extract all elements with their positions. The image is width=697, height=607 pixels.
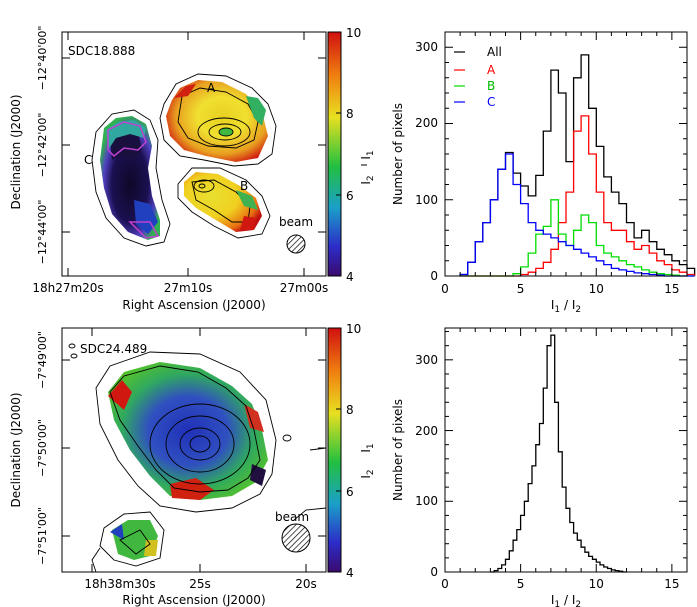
contour-a-outer xyxy=(159,73,277,167)
svg-text:I1: I1 xyxy=(359,443,376,452)
bottom-hist-ytick-100: 100 xyxy=(415,494,438,508)
bottom-map-ylabel: Declination (J2000) xyxy=(9,392,23,507)
svg-text:I2: I2 xyxy=(359,175,376,184)
bottom-hist-ytick-300: 300 xyxy=(415,353,438,367)
bottom-hist-xtick-15: 15 xyxy=(664,577,679,591)
top-map-ytick-3: −12°44'00" xyxy=(36,200,49,265)
top-map-frame xyxy=(61,31,327,277)
bottom-map-xtick-1: 18h38m30s xyxy=(84,577,155,591)
histogram-series-all xyxy=(490,334,627,573)
bottom-hist-xtick-10: 10 xyxy=(589,577,604,591)
top-histogram-series xyxy=(459,54,696,277)
bottom-map-xtick-2: 25s xyxy=(189,577,211,591)
bottom-hist-ylabel: Number of pixels xyxy=(391,399,405,501)
bottom-map-panel: SDC24.489 beam 18h38m30s 25s 20s Right A… xyxy=(9,327,327,607)
bottom-hist-ytick-200: 200 xyxy=(415,424,438,438)
top-hist-xtick-10: 10 xyxy=(589,282,604,296)
legend-b: B xyxy=(487,79,495,93)
top-cbar-tick-6: 6 xyxy=(346,189,354,203)
svg-text:I1: I1 xyxy=(359,150,376,159)
top-hist-ylabel: Number of pixels xyxy=(391,103,405,205)
histogram-series-a xyxy=(460,115,696,277)
top-hist-ytick-200: 200 xyxy=(415,116,438,130)
top-colorbar: 10 8 6 4 I1 I2 xyxy=(327,26,376,284)
annot-a: A xyxy=(207,81,216,95)
svg-text:I1 / I2: I1 / I2 xyxy=(551,593,581,607)
annot-b: B xyxy=(240,179,248,193)
bottom-map-ytick-3: −7°51'00" xyxy=(36,507,49,565)
bottom-cbar-tick-4: 4 xyxy=(346,566,354,580)
sdc24-main-map xyxy=(108,362,268,500)
top-histogram-panel: 0 5 10 15 0 100 200 300 Number of pixels… xyxy=(391,31,696,315)
bottom-histogram-series xyxy=(490,334,627,573)
source-b-map xyxy=(184,172,262,232)
contour-c-outer xyxy=(91,109,171,247)
bottom-map-label: SDC24.489 xyxy=(80,342,147,356)
top-hist-ytick-300: 300 xyxy=(415,40,438,54)
bottom-cbar-tick-6: 6 xyxy=(346,485,354,499)
contour-b-outer xyxy=(177,167,271,239)
bottom-map-ytick-1: −7°49'00" xyxy=(36,331,49,389)
bottom-hist-xtick-5: 5 xyxy=(517,577,525,591)
bottom-map-frame xyxy=(61,327,327,573)
histogram-series-all xyxy=(459,54,696,276)
bottom-beam-symbol xyxy=(281,523,311,553)
bottom-map-ytick-2: −7°50'00" xyxy=(36,419,49,477)
top-cbar-label: I1 I2 xyxy=(359,150,376,184)
top-cbar-tick-4: 4 xyxy=(346,270,354,284)
bottom-cbar-label: I1 I2 xyxy=(359,443,376,478)
bottom-hist-ytick-0: 0 xyxy=(430,565,438,579)
top-map-ytick-1: −12°40'00" xyxy=(36,26,49,91)
histogram-series-c xyxy=(459,153,695,277)
bottom-histogram-panel: 0 5 10 15 0 100 200 300 Number of pixels… xyxy=(391,327,688,607)
top-map-panel: SDC18.888 A B C beam 18h27m20s 27m10s 27… xyxy=(9,26,328,312)
top-map-label: SDC18.888 xyxy=(68,44,135,58)
source-a-map xyxy=(166,80,268,162)
bottom-map-xlabel: Right Ascension (J2000) xyxy=(122,593,265,607)
contour-main-outer xyxy=(95,351,277,513)
svg-text:I2: I2 xyxy=(359,469,376,478)
legend-all: All xyxy=(487,45,502,59)
top-map-xlabel: Right Ascension (J2000) xyxy=(122,298,265,312)
bottom-hist-xtick-0: 0 xyxy=(441,577,449,591)
top-hist-xtick-0: 0 xyxy=(441,282,449,296)
top-map-ylabel: Declination (J2000) xyxy=(9,94,23,209)
legend-c: C xyxy=(487,95,495,109)
bottom-cbar-tick-10: 10 xyxy=(346,322,361,336)
sdc24-small-map xyxy=(110,520,158,560)
top-map-xtick-2: 27m10s xyxy=(164,281,212,295)
top-map-xtick-1: 18h27m20s xyxy=(32,281,103,295)
top-cbar-tick-10: 10 xyxy=(346,26,361,40)
top-cbar-tick-8: 8 xyxy=(346,107,354,121)
bottom-hist-frame xyxy=(444,327,688,573)
top-hist-xlabel: I1 / I2 xyxy=(551,298,581,315)
top-map-ytick-2: −12°42'00" xyxy=(36,113,49,178)
top-hist-ytick-0: 0 xyxy=(430,269,438,283)
top-hist-legend: All A B C xyxy=(454,45,502,109)
bottom-map-xtick-3: 20s xyxy=(295,577,317,591)
top-map-xtick-3: 27m00s xyxy=(280,281,328,295)
source-c-map xyxy=(100,116,160,240)
legend-a: A xyxy=(487,63,496,77)
svg-text:I1 / I2: I1 / I2 xyxy=(551,298,581,315)
top-beam-label: beam xyxy=(279,215,313,229)
bottom-beam-label: beam xyxy=(275,510,309,524)
top-hist-ytick-100: 100 xyxy=(415,193,438,207)
top-hist-xtick-5: 5 xyxy=(517,282,525,296)
histogram-series-b xyxy=(460,199,695,277)
beam-symbol xyxy=(286,234,306,254)
contour-small-outer xyxy=(99,511,165,567)
bottom-cbar-tick-8: 8 xyxy=(346,403,354,417)
annot-c: C xyxy=(84,153,92,167)
bottom-hist-xlabel: I1 / I2 xyxy=(551,593,581,607)
top-hist-xtick-15: 15 xyxy=(664,282,679,296)
bottom-colorbar: 10 8 6 4 I1 I2 xyxy=(327,322,376,580)
